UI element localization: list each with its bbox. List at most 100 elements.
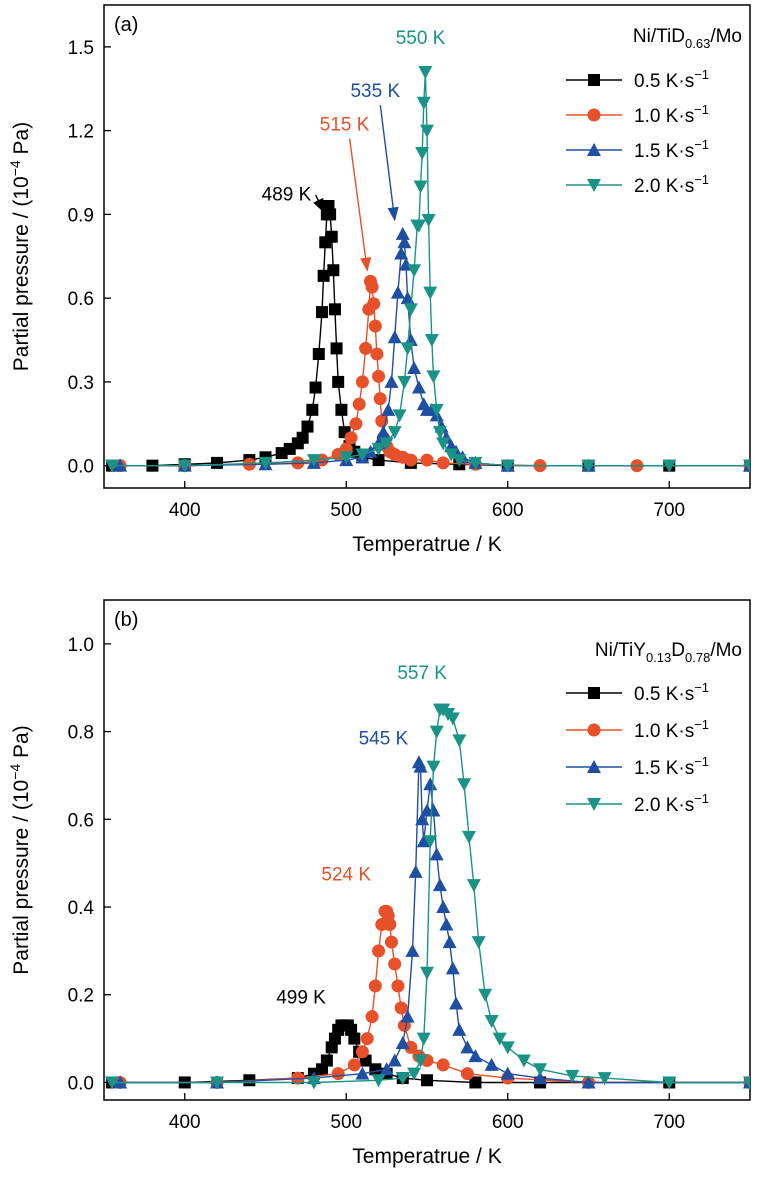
panel-b-label: (b) [114,609,138,631]
panel-b-series-3-point [461,830,476,844]
panel-a-y-tick-label: 0.3 [68,373,94,394]
panel-a-y-tick-label: 0.6 [68,289,94,310]
panel-b-x-tick-label: 600 [492,1112,524,1133]
panel-b-series-3-point [662,1076,677,1090]
panel-a-series-1-point [404,453,418,467]
panel-b-series-3-point [429,725,444,739]
panel-b-annotation-2: 545 K [359,729,409,750]
panel-b-series-2-point [460,1040,475,1054]
panel-b-series-3-point [445,712,460,726]
panel-a-series-3-point [411,219,426,233]
panel-a-series-3-point [407,264,422,278]
panel-b-series-1-point [331,1067,345,1081]
panel-a-legend-entry-3: 2.0 K·s−1 [566,172,709,197]
panel-b-series-3-point [105,1076,120,1090]
panel-b-series-3-point [466,879,481,893]
panel-b-series-3-point [565,1069,580,1083]
panel-b-series-3 [105,703,750,1090]
panel-a-data-area [105,66,750,473]
panel-b-series-1-point [391,979,405,993]
panel-b-x-axis-label: Temperatrue / K [352,1145,501,1168]
panel-b-legend-entry-2: 1.5 K·s−1 [566,754,709,779]
panel-a-series-0-point [296,431,309,444]
panel-b-series-2-point [432,878,447,892]
panel-a-annotation-2: 535 K [350,81,400,222]
panel-a-annotation-arrow [348,138,372,272]
panel-b-annotation-3: 557 K [397,663,447,684]
panel-a-annotation-label: 489 K [262,184,312,205]
panel-b-legend-marker [587,723,601,737]
panel-a-series-2-point [395,226,410,240]
panel-a-plot-frame [103,4,751,489]
panel-b-legend-label: 1.0 K·s−1 [634,717,709,742]
panel-a-legend-entry-1: 1.0 K·s−1 [566,102,709,127]
panel-a-x-axis-label: Temperatrue / K [352,533,501,556]
panel-a-annotation-0: 489 K [262,184,325,213]
panel-b-series-1-point [384,935,398,949]
panel-b-series-1-point [372,944,386,958]
panel-b-series-1-point [360,1032,374,1046]
panel-b-series-2-point [533,1071,548,1085]
panel-b-y-tick-label: 0.4 [68,898,95,919]
panel-a-annotation-arrow [313,194,325,213]
panel-b-series-3-point [306,1076,321,1090]
panel-a-series-3-point [429,403,444,417]
panel-b-series-1-line [120,910,750,1084]
panel-b-annotation-1: 524 K [321,865,371,886]
panel-b-series-2-point [500,1066,515,1080]
panel-a-series-3-point [105,459,120,473]
panel-a-x-tick-label: 600 [492,500,524,521]
panel-a-series-2-point [394,246,409,260]
panel-b-series-1-point [368,979,382,993]
panel-b-y-tick-label: 0.6 [68,810,94,831]
panel-a-series-2-point [407,360,422,374]
panel-a-series-3-point [387,426,402,440]
panel-b-data-area [105,703,750,1090]
panel-b-y-tick-label: 0.0 [68,1073,94,1094]
panel-a-series-3-point [379,437,394,451]
panel-a-series-2-line [120,233,750,467]
panel-b-annotation-0: 499 K [276,988,326,1009]
panel-b-legend-title: Ni/TiY0.13D0.78/Mo [595,640,742,665]
panel-b-x-tick-label: 700 [653,1112,685,1133]
panel-b-series-1-point [365,1010,379,1024]
panel-a-label: (a) [114,14,138,36]
panel-a-series-3-point [416,96,431,110]
panel-b-x-tick-label: 400 [169,1112,201,1133]
panel-b-series-2-point [439,917,454,931]
panel-a-series-2-point [376,425,391,439]
panel-b-series-0-point [469,1076,482,1089]
panel-a-legend-title: Ni/TiD0.63/Mo [633,26,742,51]
panel-b-legend-label: 2.0 K·s−1 [634,791,709,816]
panel-a-series-0-point [309,381,322,394]
panel-a-series-3-point [452,454,467,468]
panel-b-series-2-point [415,812,430,826]
panel-b-series-2-point [426,803,441,817]
panel-b-series-2-point [452,1022,467,1036]
panel-b-annotation-label: 524 K [321,865,371,886]
panel-a-series-3-point [444,448,459,462]
panel-b-series-2-point [400,1009,415,1023]
panel-a-series-2-point [387,330,402,344]
panel-a-series-0-point [324,208,337,221]
panel-a-series-0-point [306,403,319,416]
panel-a-series-1-point [373,392,387,406]
panel-a-annotation-label: 535 K [350,81,400,102]
panel-b-series-3-point [426,760,441,774]
panel-a-series-1-point [359,341,373,355]
panel-a-series-3-point [662,459,677,473]
panel-b-series-3-point [597,1072,612,1086]
panel-b-legend-marker [587,760,601,773]
panel-a-series-3-point [355,448,370,462]
panel-b-series-3-point [500,1041,515,1055]
panel-a-legend-marker [587,108,601,122]
panel-a-series-2 [113,226,750,472]
panel-a-series-3-point [418,66,433,80]
panel-a-series-3-point [339,451,354,465]
panel-a-series-3-point [177,459,192,473]
panel-a-y-axis-label: Partial pressure / (10−4 Pa) [7,122,33,371]
panel-b-series-3-point [407,1067,422,1081]
panel-b-series-0-point [369,1063,382,1076]
panel-a-series-1-point [367,297,381,311]
